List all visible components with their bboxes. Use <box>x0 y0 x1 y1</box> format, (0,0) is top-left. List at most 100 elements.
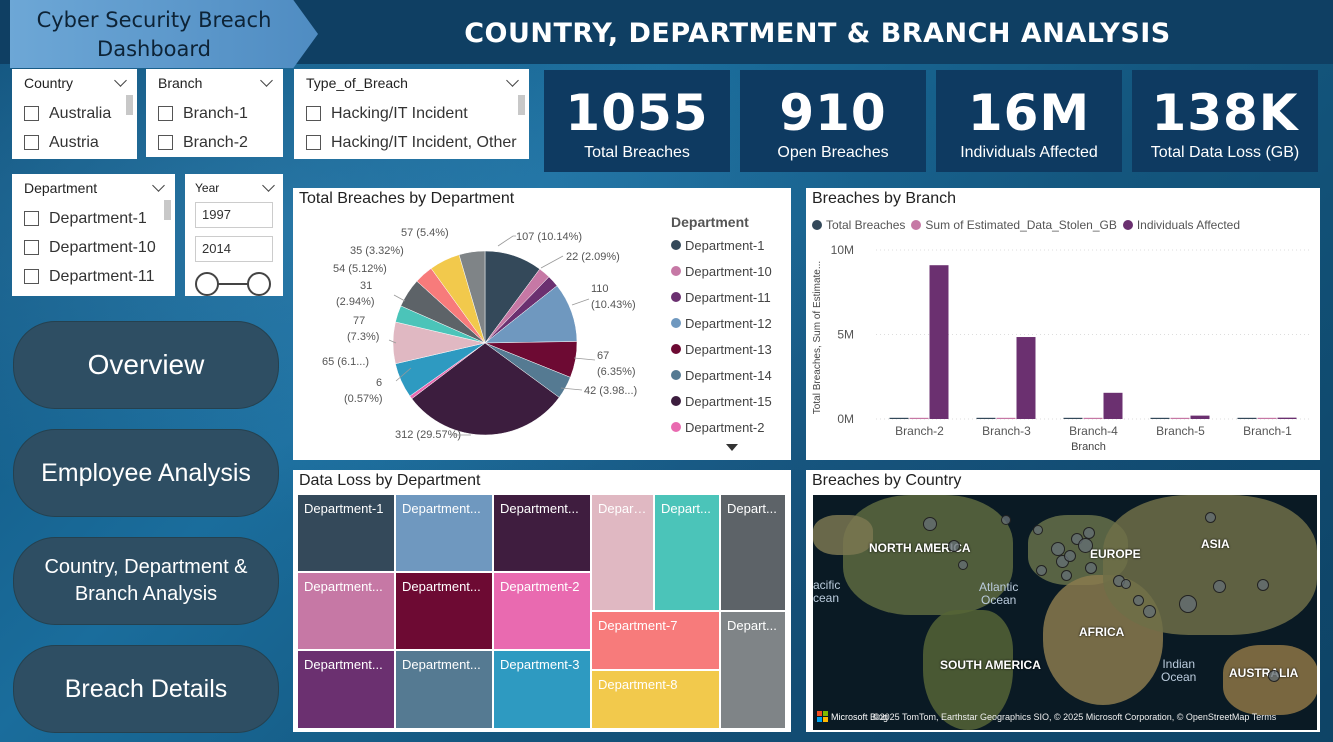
treemap-cell[interactable]: Department... <box>396 573 494 651</box>
treemap-cell[interactable]: Depart... <box>655 495 721 612</box>
year-from-input[interactable]: 1997 <box>195 202 273 228</box>
pie-slice[interactable] <box>458 250 486 344</box>
nav-employee-analysis-button[interactable]: Employee Analysis <box>13 429 279 517</box>
map-bubble[interactable] <box>1213 580 1226 593</box>
map-bubble[interactable] <box>1133 595 1144 606</box>
bar[interactable] <box>1277 417 1297 419</box>
scrollbar[interactable] <box>164 200 171 220</box>
branch-option[interactable]: Branch-2 <box>158 128 271 157</box>
type-of-breach-slicer[interactable]: Type_of_Breach Hacking/IT Incident Hacki… <box>294 69 529 159</box>
bar[interactable] <box>889 417 909 419</box>
treemap-cell[interactable]: Department... <box>396 495 494 573</box>
map-bubble[interactable] <box>948 540 960 552</box>
pie-legend-item[interactable]: Department-2 <box>671 414 772 440</box>
checkbox[interactable] <box>24 240 39 255</box>
map-bubble[interactable] <box>1064 550 1076 562</box>
department-slicer[interactable]: Department Department-1 Department-10 De… <box>12 174 175 296</box>
treemap-cell[interactable]: Department... <box>298 651 396 730</box>
treemap-cell[interactable]: Depart... <box>721 612 787 730</box>
treemap-cell[interactable]: Department... <box>298 573 396 651</box>
treemap-cell[interactable]: Depart... <box>592 495 655 612</box>
map-bubble[interactable] <box>1268 670 1280 682</box>
map-attribution[interactable]: ©2025 TomTom, Earthstar Geographics SIO,… <box>873 712 1277 722</box>
checkbox[interactable] <box>24 211 39 226</box>
map-bubble[interactable] <box>1001 515 1011 525</box>
map-bubble[interactable] <box>1078 538 1093 553</box>
bar[interactable] <box>1063 417 1083 419</box>
treemap-cell[interactable]: Depart... <box>721 495 787 612</box>
scrollbar[interactable] <box>126 95 133 115</box>
bar-legend-item[interactable]: Sum of Estimated_Data_Stolen_GB <box>911 218 1117 232</box>
department-option[interactable]: Department-1 <box>24 204 163 233</box>
map-bubble[interactable] <box>1257 579 1269 591</box>
map-bubble[interactable] <box>1121 579 1131 589</box>
chevron-down-icon[interactable] <box>152 179 165 192</box>
bar[interactable] <box>1083 417 1103 419</box>
treemap-cell[interactable]: Department-1 <box>298 495 396 573</box>
year-range-slider[interactable] <box>195 270 273 300</box>
map-bubble[interactable] <box>1205 512 1216 523</box>
country-option[interactable]: Austria <box>24 128 125 157</box>
bar[interactable] <box>996 417 1016 419</box>
bar[interactable] <box>976 417 996 419</box>
pie-slice[interactable] <box>411 342 560 436</box>
checkbox[interactable] <box>158 106 173 121</box>
chevron-down-icon[interactable] <box>506 74 519 87</box>
checkbox[interactable] <box>24 135 39 150</box>
map-bubble[interactable] <box>1033 525 1043 535</box>
pie-chart[interactable]: 107 (10.14%) 22 (2.09%) 110 (10.43%) 67 … <box>293 198 663 458</box>
treemap-cell[interactable]: Department-7 <box>592 612 721 671</box>
bar-legend-item[interactable]: Total Breaches <box>812 218 905 232</box>
bar[interactable] <box>1016 337 1036 419</box>
treemap-cell[interactable]: Department... <box>494 495 592 573</box>
type-option[interactable]: Hacking/IT Incident <box>306 99 517 128</box>
year-slicer[interactable]: Year 1997 2014 <box>185 174 283 296</box>
map-bubble[interactable] <box>1036 565 1047 576</box>
type-option[interactable]: Hacking/IT Incident, Other <box>306 128 517 157</box>
department-option[interactable]: Department-11 <box>24 262 163 291</box>
checkbox[interactable] <box>24 106 39 121</box>
bar[interactable] <box>909 417 929 419</box>
department-option[interactable]: Department-10 <box>24 233 163 262</box>
nav-breach-details-button[interactable]: Breach Details <box>13 645 279 733</box>
bar[interactable] <box>1170 417 1190 419</box>
scrollbar[interactable] <box>518 95 525 115</box>
map-bubble[interactable] <box>1143 605 1156 618</box>
branch-option[interactable]: Branch-1 <box>158 99 271 128</box>
country-option[interactable]: Australia <box>24 99 125 128</box>
nav-country-analysis-button[interactable]: Country, Department & Branch Analysis <box>13 537 279 625</box>
bar[interactable] <box>1103 392 1123 419</box>
map-bubble[interactable] <box>1179 595 1197 613</box>
bar[interactable] <box>1257 417 1277 419</box>
checkbox[interactable] <box>24 269 39 284</box>
chevron-down-icon[interactable] <box>262 179 275 192</box>
pie-legend-item[interactable]: Department-12 <box>671 310 772 336</box>
bar-legend-item[interactable]: Individuals Affected <box>1122 218 1240 232</box>
branch-slicer[interactable]: Branch Branch-1 Branch-2 <box>146 69 283 157</box>
map-bubble[interactable] <box>923 517 937 531</box>
country-slicer[interactable]: Country Australia Austria <box>12 69 137 159</box>
treemap-cell[interactable]: Department-8 <box>592 671 721 730</box>
bar[interactable] <box>1190 415 1210 419</box>
bar-chart[interactable]: 10M 5M 0M Branch-2 Branch-3 Branch-4 Branch-5 B… <box>806 228 1320 463</box>
pie-legend-item[interactable]: Department-13 <box>671 336 772 362</box>
bar[interactable] <box>929 265 949 419</box>
treemap-cell[interactable]: Department-2 <box>494 573 592 651</box>
legend-scroll-down-icon[interactable] <box>726 444 738 451</box>
year-to-input[interactable]: 2014 <box>195 236 273 262</box>
nav-overview-button[interactable]: Overview <box>13 321 279 409</box>
map-bubble[interactable] <box>1051 542 1065 556</box>
checkbox[interactable] <box>158 135 173 150</box>
checkbox[interactable] <box>306 106 321 121</box>
checkbox[interactable] <box>306 135 321 150</box>
pie-legend-item[interactable]: Department-1 <box>671 232 772 258</box>
bar[interactable] <box>1150 417 1170 419</box>
map-bubble[interactable] <box>958 560 968 570</box>
treemap[interactable]: Department-1 Department... Department... De… <box>298 495 788 730</box>
pie-legend-item[interactable]: Department-11 <box>671 284 772 310</box>
chevron-down-icon[interactable] <box>114 74 127 87</box>
world-map[interactable]: NORTH AMERICA EUROPE ASIA AFRICA SOUTH A… <box>813 495 1317 730</box>
map-bubble[interactable] <box>1083 527 1095 539</box>
chevron-down-icon[interactable] <box>260 74 273 87</box>
map-bubble[interactable] <box>1085 562 1097 574</box>
